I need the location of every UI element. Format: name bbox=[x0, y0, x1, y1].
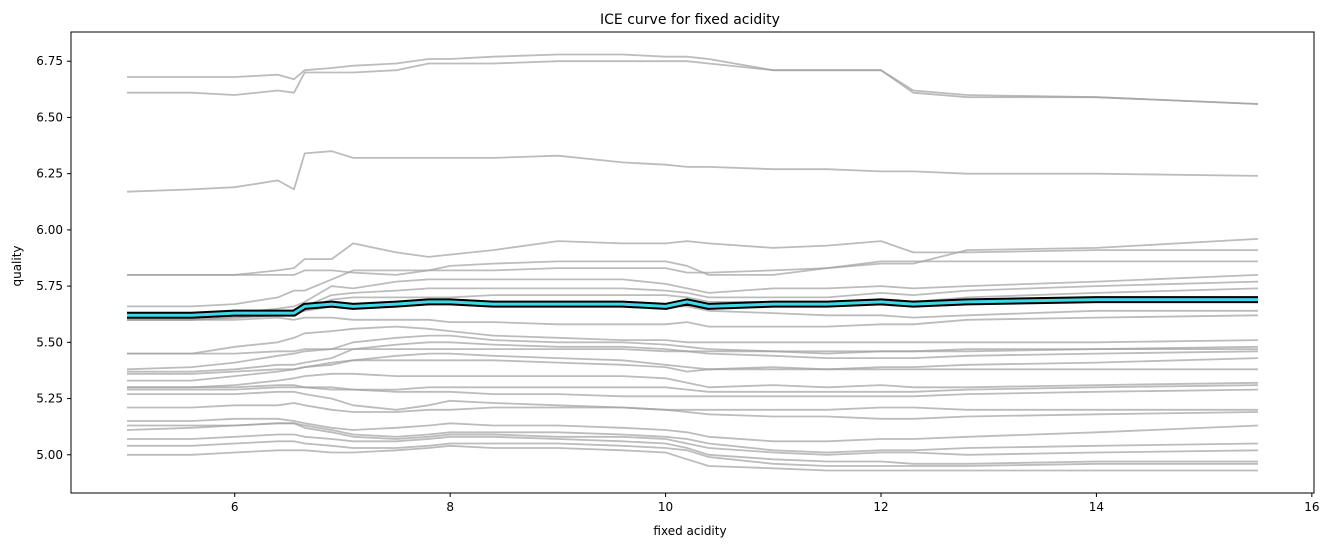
ice-line-7 bbox=[127, 274, 1259, 317]
x-tick-label: 12 bbox=[873, 500, 888, 514]
ice-line-15 bbox=[127, 341, 1259, 373]
y-tick-label: 6.50 bbox=[36, 110, 63, 124]
ice-line-3 bbox=[126, 150, 1259, 193]
y-tick-label: 6.00 bbox=[36, 223, 63, 237]
pdp-line bbox=[127, 298, 1258, 317]
pdp-line-group bbox=[127, 296, 1258, 319]
ice-lines-group bbox=[126, 53, 1259, 472]
ice-line-26 bbox=[127, 433, 1258, 465]
ice-line-11 bbox=[127, 314, 1259, 328]
x-tick-label: 10 bbox=[658, 500, 673, 514]
x-tick-label: 16 bbox=[1304, 500, 1319, 514]
y-tick-label: 5.25 bbox=[36, 392, 63, 406]
ice-line-6 bbox=[127, 260, 1258, 308]
ice-line-21 bbox=[127, 390, 1258, 411]
x-axis: 6 8 10 12 14 16 bbox=[231, 493, 1319, 514]
x-tick-label: 8 bbox=[446, 500, 454, 514]
ice-line-22 bbox=[127, 402, 1259, 420]
y-tick-label: 6.25 bbox=[36, 167, 63, 181]
ice-line-27 bbox=[127, 440, 1258, 467]
ice-line-5 bbox=[127, 238, 1259, 276]
y-axis: 5.00 5.25 5.50 5.75 6.00 6.25 6.50 6.75 bbox=[36, 54, 71, 462]
ice-line-20 bbox=[127, 386, 1259, 398]
ice-line-19 bbox=[127, 384, 1259, 393]
ice-line-28 bbox=[127, 444, 1258, 472]
plot-frame bbox=[70, 31, 1315, 494]
y-tick-label: 5.50 bbox=[36, 335, 63, 349]
ice-line-12 bbox=[127, 325, 1259, 355]
y-axis-label: quality bbox=[10, 245, 24, 286]
ice-line-24 bbox=[127, 422, 1259, 454]
x-tick-label: 6 bbox=[231, 500, 239, 514]
ice-line-17 bbox=[127, 359, 1258, 382]
ice-line-25 bbox=[126, 422, 1259, 456]
y-tick-label: 5.75 bbox=[36, 279, 63, 293]
y-tick-label: 5.00 bbox=[36, 448, 63, 462]
ice-line-4 bbox=[127, 240, 1258, 276]
ice-line-23 bbox=[127, 417, 1259, 443]
ice-line-14 bbox=[126, 334, 1258, 371]
ice-line-18 bbox=[127, 372, 1259, 389]
chart-title: ICE curve for fixed acidity bbox=[600, 12, 780, 28]
x-tick-label: 14 bbox=[1089, 500, 1104, 514]
y-tick-label: 6.75 bbox=[36, 54, 63, 68]
x-axis-label: fixed acidity bbox=[653, 524, 726, 538]
ice-line-2 bbox=[127, 60, 1259, 105]
